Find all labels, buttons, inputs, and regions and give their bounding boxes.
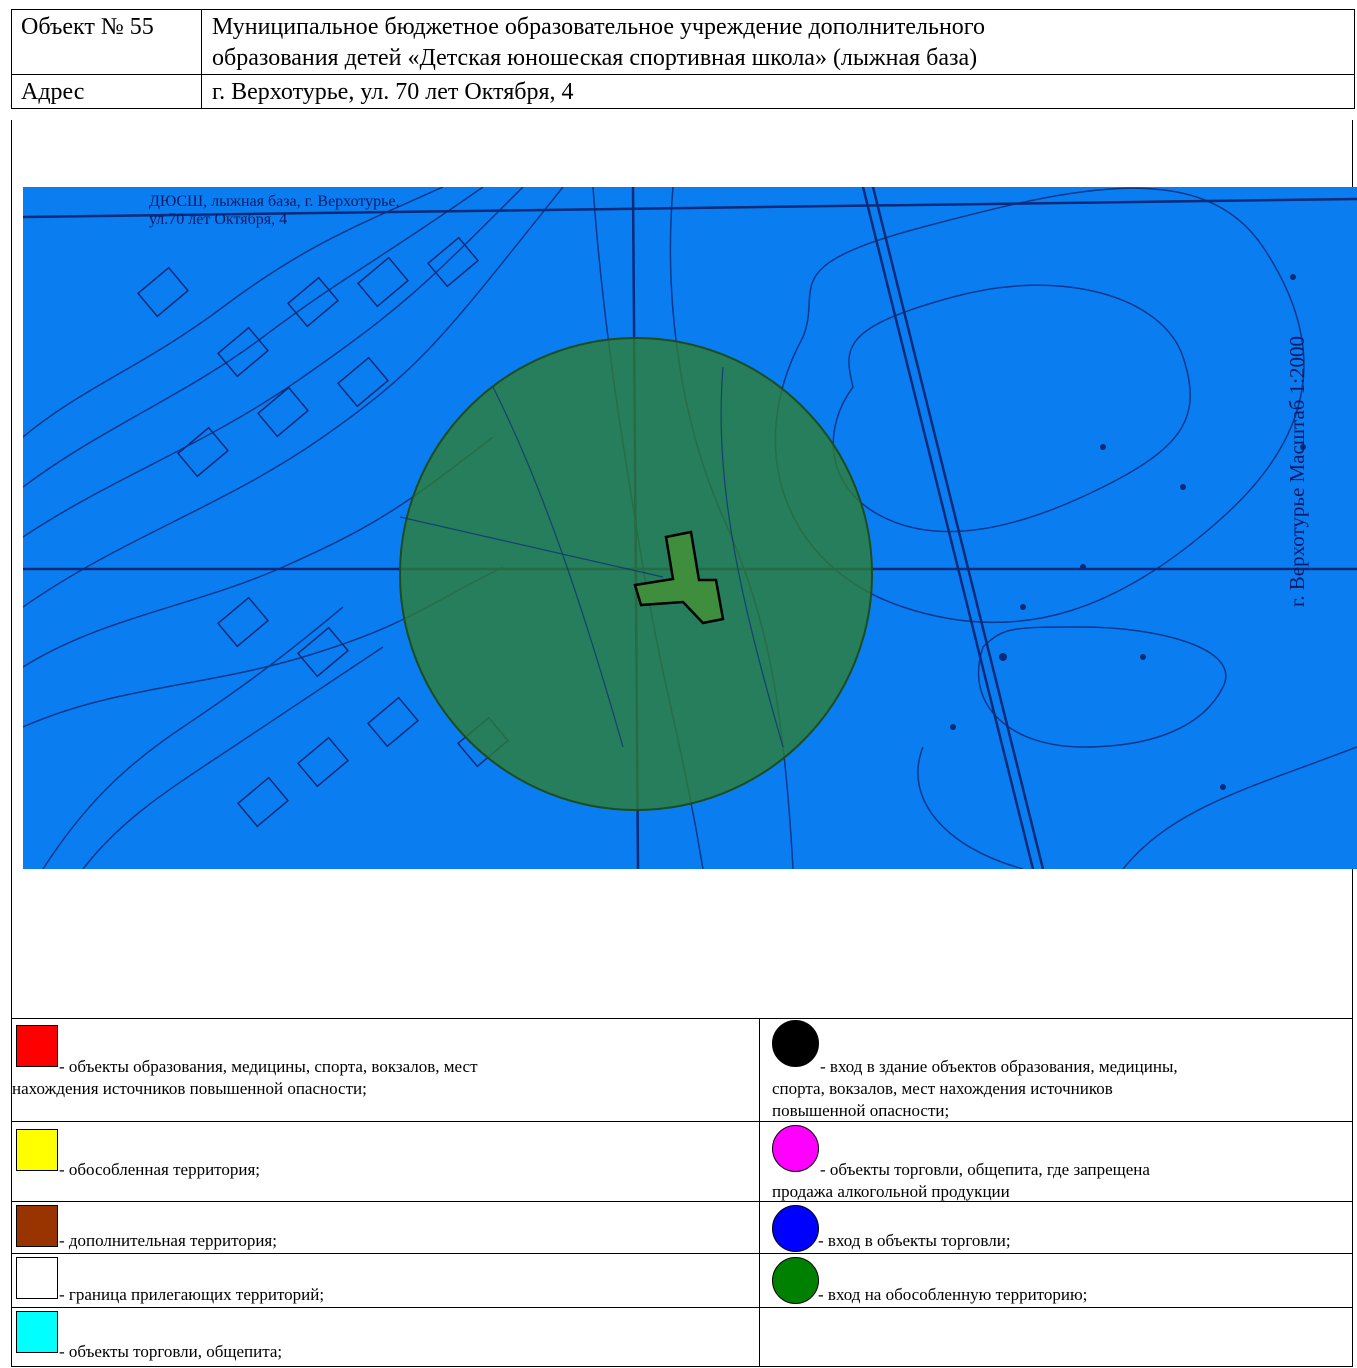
location-map: ДЮСШ, лыжная база, г. Верхотурье, ул.70 … [23, 187, 1357, 869]
legend-item-building-entrance: - вход в здание объектов образования, ме… [760, 1019, 1352, 1121]
legend-text: - объекты торговли, общепита, где запрещ… [820, 1160, 1150, 1179]
legend-row: - обособленная территория; - объекты тор… [12, 1122, 1352, 1202]
legend-item-separate-entrance: - вход на обособленную территорию; [760, 1254, 1352, 1307]
legend-text: - обособленная территория; [59, 1160, 261, 1179]
legend-text: - граница прилегающих территорий; [59, 1285, 325, 1304]
object-row: Объект № 55 Муниципальное бюджетное обра… [12, 10, 1354, 75]
magenta-circle-icon [772, 1125, 819, 1172]
red-square-icon [16, 1025, 58, 1067]
white-square-icon [16, 1257, 58, 1299]
address-row: Адрес г. Верхотурье, ул. 70 лет Октября,… [12, 75, 1354, 108]
legend-text: - вход в здание объектов образования, ме… [820, 1057, 1178, 1076]
object-name-line2: образования детей «Детская юношеская спо… [212, 45, 978, 71]
legend-text: - объекты торговли, общепита; [59, 1342, 283, 1361]
blue-circle-icon [772, 1205, 819, 1252]
object-label: Объект № 55 [12, 10, 202, 74]
legend-text: - вход в объекты торговли; [818, 1231, 1011, 1250]
legend-item-boundary: - граница прилегающих территорий; [12, 1254, 760, 1307]
legend-text: спорта, вокзалов, мест нахождения источн… [772, 1079, 1113, 1098]
yellow-square-icon [16, 1129, 58, 1171]
black-circle-icon [772, 1020, 819, 1067]
cyan-square-icon [16, 1311, 58, 1353]
brown-square-icon [16, 1205, 58, 1247]
legend-text: - дополнительная территория; [59, 1231, 277, 1250]
object-name-line1: Муниципальное бюджетное образовательное … [212, 14, 986, 40]
object-name: Муниципальное бюджетное образовательное … [202, 10, 1354, 74]
map-caption: ДЮСШ, лыжная база, г. Верхотурье, [149, 193, 400, 210]
legend-item-trade-entrance: - вход в объекты торговли; [760, 1202, 1352, 1253]
legend-row: - граница прилегающих территорий; - вход… [12, 1254, 1352, 1308]
object-info-table: Объект № 55 Муниципальное бюджетное обра… [11, 9, 1355, 109]
map-caption-address: ул.70 лет Октября, 4 [149, 211, 288, 228]
legend-text: - объекты образования, медицины, спорта,… [59, 1057, 478, 1076]
legend-empty-cell [760, 1308, 1352, 1366]
green-circle-icon [772, 1257, 819, 1304]
legend-item-additional-territory: - дополнительная территория; [12, 1202, 760, 1253]
legend-item-separate-territory: - обособленная территория; [12, 1122, 760, 1201]
legend-item-no-alcohol-trade: - объекты торговли, общепита, где запрещ… [760, 1122, 1352, 1201]
legend-row: - объекты торговли, общепита; [12, 1308, 1352, 1366]
legend-item-education: - объекты образования, медицины, спорта,… [12, 1019, 760, 1121]
legend-text: - вход на обособленную территорию; [818, 1285, 1088, 1304]
address-label: Адрес [12, 75, 202, 108]
legend-row: - объекты образования, медицины, спорта,… [12, 1019, 1352, 1122]
legend-text: нахождения источников повышенной опаснос… [12, 1079, 367, 1098]
legend-table: - объекты образования, медицины, спорта,… [11, 1018, 1353, 1367]
legend-item-trade: - объекты торговли, общепита; [12, 1308, 760, 1366]
map-scale-label: г. Верхотурье Масштаб 1:2000 [1285, 335, 1309, 607]
address-value: г. Верхотурье, ул. 70 лет Октября, 4 [212, 79, 574, 105]
legend-text: повышенной опасности; [772, 1101, 950, 1120]
legend-row: - дополнительная территория; - вход в об… [12, 1202, 1352, 1254]
legend-text: продажа алкогольной продукции [772, 1182, 1010, 1201]
map-drawing [23, 187, 1357, 869]
